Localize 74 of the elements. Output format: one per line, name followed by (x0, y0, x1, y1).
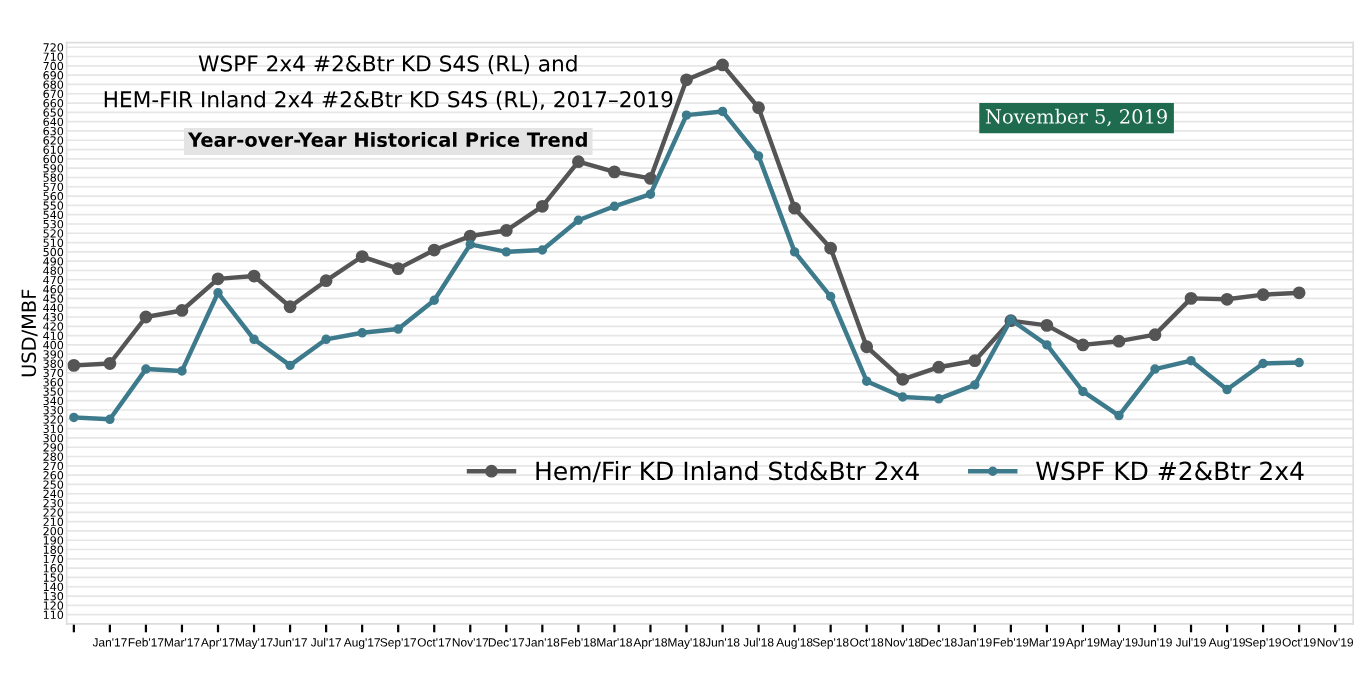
point (357, 328, 367, 338)
point (680, 73, 693, 87)
point (932, 360, 946, 374)
point (67, 358, 81, 372)
point (970, 380, 980, 390)
point (898, 392, 908, 402)
point (177, 366, 187, 376)
annotation: November 5, 2019 (985, 108, 1167, 127)
legend-label: Hem/Fir KD Inland Std&Btr 2x4 (536, 460, 919, 483)
point (213, 288, 223, 298)
point (645, 189, 656, 199)
point (789, 247, 800, 257)
point (321, 334, 331, 345)
point (105, 414, 115, 425)
point (175, 304, 189, 317)
point (537, 245, 548, 255)
point (752, 101, 765, 115)
point (355, 250, 369, 263)
point (139, 310, 153, 324)
point (69, 412, 79, 423)
point (427, 243, 441, 257)
text: WSPF 2x4 #2&Btr KD S4S (RL) and HEM-FIR Inland 2x4 #2&Btr KD S4S (RL), 2017–2019 (104, 54, 673, 111)
point (1292, 286, 1306, 300)
point (608, 165, 621, 179)
point (1220, 292, 1234, 306)
point (681, 110, 692, 120)
point (283, 300, 297, 314)
point (1258, 358, 1268, 369)
point (644, 172, 657, 185)
point (824, 241, 838, 255)
point (753, 151, 764, 161)
point (934, 394, 944, 404)
point (211, 272, 225, 286)
point (391, 262, 405, 276)
point (1078, 386, 1088, 397)
point (1042, 340, 1052, 350)
point (465, 239, 475, 250)
point (247, 269, 261, 283)
point (535, 199, 549, 213)
point (1256, 288, 1270, 302)
point (571, 155, 585, 169)
point (319, 274, 333, 288)
point (1294, 357, 1304, 368)
point (1184, 292, 1198, 305)
point (1222, 384, 1232, 395)
point (285, 360, 295, 371)
y-axis-title: USD/MBF (21, 289, 38, 377)
point (861, 376, 872, 386)
point (1112, 334, 1126, 348)
point (499, 224, 513, 237)
point (896, 372, 910, 386)
point (788, 201, 801, 215)
point (609, 201, 620, 212)
point (249, 334, 259, 345)
point (573, 215, 584, 225)
point (141, 364, 151, 374)
point (968, 354, 982, 368)
point (1148, 328, 1162, 342)
point (860, 340, 874, 354)
point (1186, 355, 1196, 366)
point (429, 295, 439, 305)
point (716, 58, 729, 72)
text: Year-over-Year Historical Price Trend (187, 132, 587, 148)
legend-label: WSPF KD #2&Btr 2x4 (1036, 461, 1304, 481)
point (463, 229, 477, 243)
point (1150, 364, 1160, 374)
point (717, 106, 728, 117)
point (393, 324, 403, 334)
point (501, 247, 512, 257)
point (1076, 338, 1090, 352)
point (103, 357, 117, 370)
point (1040, 318, 1054, 332)
point (1114, 410, 1124, 421)
point (825, 291, 836, 302)
